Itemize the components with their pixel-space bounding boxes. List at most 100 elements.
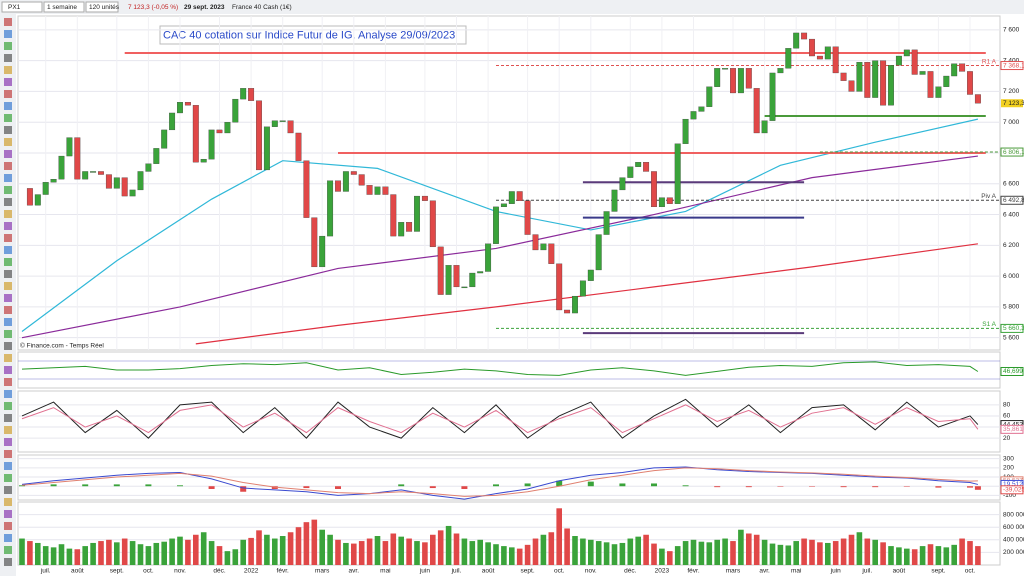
value-label: 6 492,8: [1003, 197, 1024, 204]
tool-icon[interactable]: [4, 522, 12, 530]
tool-icon[interactable]: [4, 450, 12, 458]
tool-icon[interactable]: [4, 138, 12, 146]
volume-bar: [288, 532, 294, 565]
x-tick-label: août: [893, 568, 906, 575]
y-tick-label: 600 000: [1003, 524, 1024, 531]
tool-icon[interactable]: [4, 462, 12, 470]
candle: [667, 198, 673, 204]
tool-icon[interactable]: [4, 258, 12, 266]
candle: [738, 68, 744, 93]
candle: [201, 159, 207, 162]
tool-icon[interactable]: [4, 126, 12, 134]
candle: [477, 272, 483, 274]
tool-icon[interactable]: [4, 378, 12, 386]
candle: [675, 144, 681, 204]
tool-icon[interactable]: [4, 438, 12, 446]
volume-bar: [722, 539, 728, 565]
tool-icon[interactable]: [4, 174, 12, 182]
candle: [880, 61, 886, 106]
volume-bar: [19, 539, 25, 565]
tool-icon[interactable]: [4, 270, 12, 278]
tool-icon[interactable]: [4, 162, 12, 170]
tool-icon[interactable]: [4, 474, 12, 482]
candle: [793, 33, 799, 48]
volume-bar: [841, 539, 847, 565]
candle: [233, 99, 239, 122]
volume-bar: [280, 536, 286, 565]
y-tick-label: 5 600: [1003, 334, 1020, 341]
histogram-bar: [525, 483, 531, 486]
histogram-bar: [967, 486, 973, 487]
tool-icon[interactable]: [4, 534, 12, 542]
tool-icon[interactable]: [4, 486, 12, 494]
tool-icon[interactable]: [4, 150, 12, 158]
volume-bar: [485, 542, 491, 565]
tool-icon[interactable]: [4, 426, 12, 434]
volume-bar: [896, 547, 902, 565]
histogram-bar: [51, 484, 57, 486]
date: 29 sept. 2023: [184, 4, 225, 11]
candle: [722, 68, 728, 69]
candle: [841, 73, 847, 81]
tool-icon[interactable]: [4, 558, 12, 566]
candle: [493, 207, 499, 244]
tool-icon[interactable]: [4, 66, 12, 74]
tool-icon[interactable]: [4, 234, 12, 242]
volume-bar: [865, 539, 871, 565]
candle: [359, 175, 365, 186]
tool-icon[interactable]: [4, 546, 12, 554]
candle: [746, 68, 752, 88]
tool-icon[interactable]: [4, 354, 12, 362]
tool-icon[interactable]: [4, 510, 12, 518]
histogram-bar: [335, 486, 341, 489]
tool-icon[interactable]: [4, 402, 12, 410]
tool-icon[interactable]: [4, 414, 12, 422]
tool-icon[interactable]: [4, 186, 12, 194]
x-tick-label: sept.: [931, 568, 945, 575]
volume-bar: [596, 541, 602, 565]
tool-icon[interactable]: [4, 90, 12, 98]
volume-bar: [154, 543, 160, 565]
tool-icon[interactable]: [4, 282, 12, 290]
x-tick-label: juil.: [40, 568, 51, 575]
tool-icon[interactable]: [4, 54, 12, 62]
candle: [872, 61, 878, 98]
tool-icon[interactable]: [4, 114, 12, 122]
volume-bar: [98, 541, 104, 565]
indicator-panel: [18, 352, 1000, 388]
tool-icon[interactable]: [4, 390, 12, 398]
tool-icon[interactable]: [4, 210, 12, 218]
tool-icon[interactable]: [4, 318, 12, 326]
tool-icon[interactable]: [4, 30, 12, 38]
volume-bar: [430, 535, 436, 565]
tool-icon[interactable]: [4, 42, 12, 50]
tool-icon[interactable]: [4, 198, 12, 206]
candle: [651, 171, 657, 206]
candle: [169, 113, 175, 130]
candle: [27, 188, 33, 205]
volume-bar: [312, 520, 318, 565]
tool-icon[interactable]: [4, 330, 12, 338]
volume-bar: [256, 530, 262, 565]
tool-icon[interactable]: [4, 498, 12, 506]
volume-bar: [35, 543, 41, 565]
volume-bar: [122, 539, 128, 565]
tool-icon[interactable]: [4, 222, 12, 230]
tool-icon[interactable]: [4, 306, 12, 314]
candle: [920, 71, 926, 74]
tool-icon[interactable]: [4, 246, 12, 254]
volume-bar: [825, 543, 831, 565]
x-tick-label: oct.: [965, 568, 976, 575]
tool-icon[interactable]: [4, 294, 12, 302]
volume-bar: [446, 526, 452, 565]
candle: [730, 68, 736, 93]
tool-icon[interactable]: [4, 78, 12, 86]
tool-icon[interactable]: [4, 102, 12, 110]
tool-icon[interactable]: [4, 342, 12, 350]
tool-icon[interactable]: [4, 18, 12, 26]
volume-bar: [880, 542, 886, 565]
volume-bar: [477, 540, 483, 565]
x-tick-label: mai: [791, 568, 801, 575]
tool-icon[interactable]: [4, 366, 12, 374]
